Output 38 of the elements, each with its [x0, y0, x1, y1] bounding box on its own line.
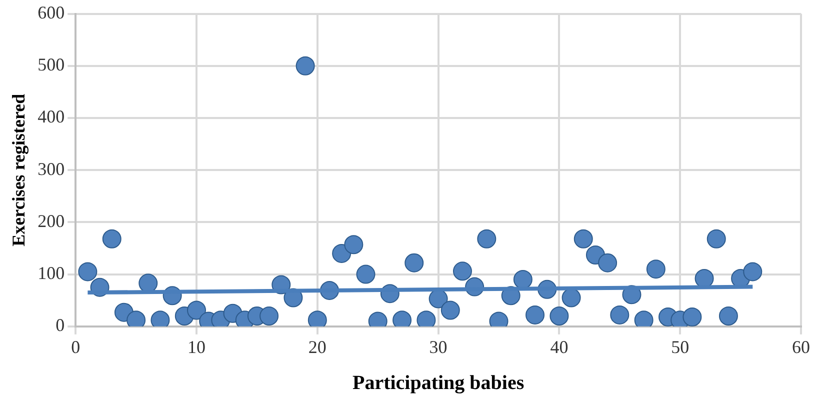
x-tick-label: 60 — [792, 336, 810, 357]
y-tick-label: 100 — [38, 263, 65, 284]
x-tick-label: 30 — [429, 336, 448, 357]
point — [562, 288, 581, 308]
y-tick-label: 500 — [38, 54, 65, 75]
y-tick-label: 400 — [38, 106, 65, 127]
y-tick-label: 600 — [38, 2, 65, 23]
point — [706, 229, 726, 248]
y-tick-label: 200 — [38, 210, 65, 231]
point — [550, 306, 569, 326]
point — [296, 56, 315, 76]
x-tick-label: 0 — [71, 336, 80, 357]
point — [404, 253, 424, 272]
x-axis-title: Participating babies — [352, 372, 524, 394]
point — [187, 300, 206, 320]
point — [344, 235, 364, 254]
x-tick-label: 40 — [550, 336, 568, 357]
point — [526, 305, 545, 324]
point — [682, 308, 702, 326]
point — [452, 262, 472, 281]
x-tick-label: 50 — [671, 336, 690, 357]
point — [718, 306, 738, 326]
x-tick-label: 10 — [188, 336, 206, 357]
point — [598, 253, 618, 272]
point — [574, 229, 593, 248]
point — [260, 306, 279, 326]
point — [356, 264, 376, 284]
y-tick-label: 300 — [38, 158, 65, 179]
point — [610, 305, 630, 324]
point — [646, 260, 666, 279]
x-tick-label: 20 — [308, 336, 326, 357]
y-tick-label: 0 — [56, 315, 65, 336]
point — [78, 262, 98, 282]
point — [477, 229, 496, 248]
point — [743, 262, 762, 282]
point — [102, 229, 122, 248]
point — [440, 300, 460, 320]
y-axis-title: Exercises registered — [8, 94, 28, 246]
